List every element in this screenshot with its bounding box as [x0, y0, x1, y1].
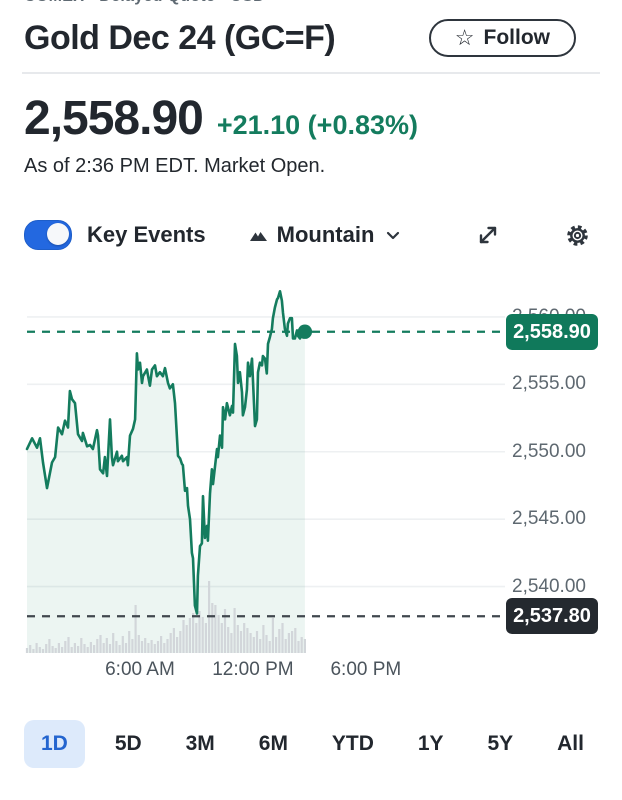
fullscreen-button[interactable] — [476, 223, 500, 247]
y-axis-tick: 2,545.00 — [512, 508, 586, 530]
range-tab-ytd[interactable]: YTD — [318, 720, 388, 768]
current-price-badge: 2,558.90 — [506, 313, 598, 350]
chart-type-dropdown[interactable]: Mountain — [248, 222, 401, 248]
range-tab-5y[interactable]: 5Y — [474, 720, 528, 768]
follow-button[interactable]: ☆ Follow — [428, 19, 576, 57]
expand-arrows-icon — [476, 223, 500, 247]
range-tabs: 1D 5D 3M 6M YTD 1Y 5Y All — [24, 718, 598, 770]
range-tab-all[interactable]: All — [543, 720, 598, 768]
current-price: 2,558.90 — [24, 92, 204, 145]
header-divider — [22, 72, 600, 74]
price-chart[interactable]: 2,558.90 2,537.80 2,560.002,555.002,550.… — [0, 284, 622, 688]
page-title: Gold Dec 24 (GC=F) — [24, 18, 336, 57]
mountain-icon — [248, 226, 269, 244]
exchange-info-text: COMEX - Delayed Quote - USD — [24, 0, 622, 6]
toggle-knob — [47, 223, 69, 245]
chevron-down-icon — [386, 231, 400, 240]
range-tab-1d[interactable]: 1D — [24, 720, 85, 768]
previous-close-badge: 2,537.80 — [506, 598, 598, 635]
range-tab-6m[interactable]: 6M — [245, 720, 302, 768]
x-axis-tick: 6:00 PM — [330, 659, 402, 680]
follow-button-label: Follow — [483, 26, 551, 49]
star-icon: ☆ — [454, 25, 475, 50]
x-axis-tick: 12:00 PM — [212, 659, 294, 680]
chart-canvas[interactable] — [24, 284, 508, 656]
range-tab-1y[interactable]: 1Y — [404, 720, 458, 768]
as-of-status: As of 2:36 PM EDT. Market Open. — [24, 155, 326, 177]
chart-settings-button[interactable] — [564, 222, 591, 249]
gear-icon — [564, 222, 591, 249]
x-axis-tick: 6:00 AM — [105, 659, 175, 680]
exchange-info-strip: COMEX - Delayed Quote - USD — [24, 0, 622, 8]
range-tab-3m[interactable]: 3M — [172, 720, 229, 768]
key-events-toggle[interactable] — [24, 220, 72, 250]
range-tab-5d[interactable]: 5D — [101, 720, 156, 768]
key-events-label: Key Events — [87, 222, 206, 247]
y-axis-tick: 2,540.00 — [512, 575, 586, 597]
y-axis-tick: 2,550.00 — [512, 440, 586, 462]
y-axis-tick: 2,555.00 — [512, 373, 586, 395]
chart-type-label: Mountain — [276, 222, 375, 247]
price-change: +21.10 (+0.83%) — [216, 110, 418, 140]
